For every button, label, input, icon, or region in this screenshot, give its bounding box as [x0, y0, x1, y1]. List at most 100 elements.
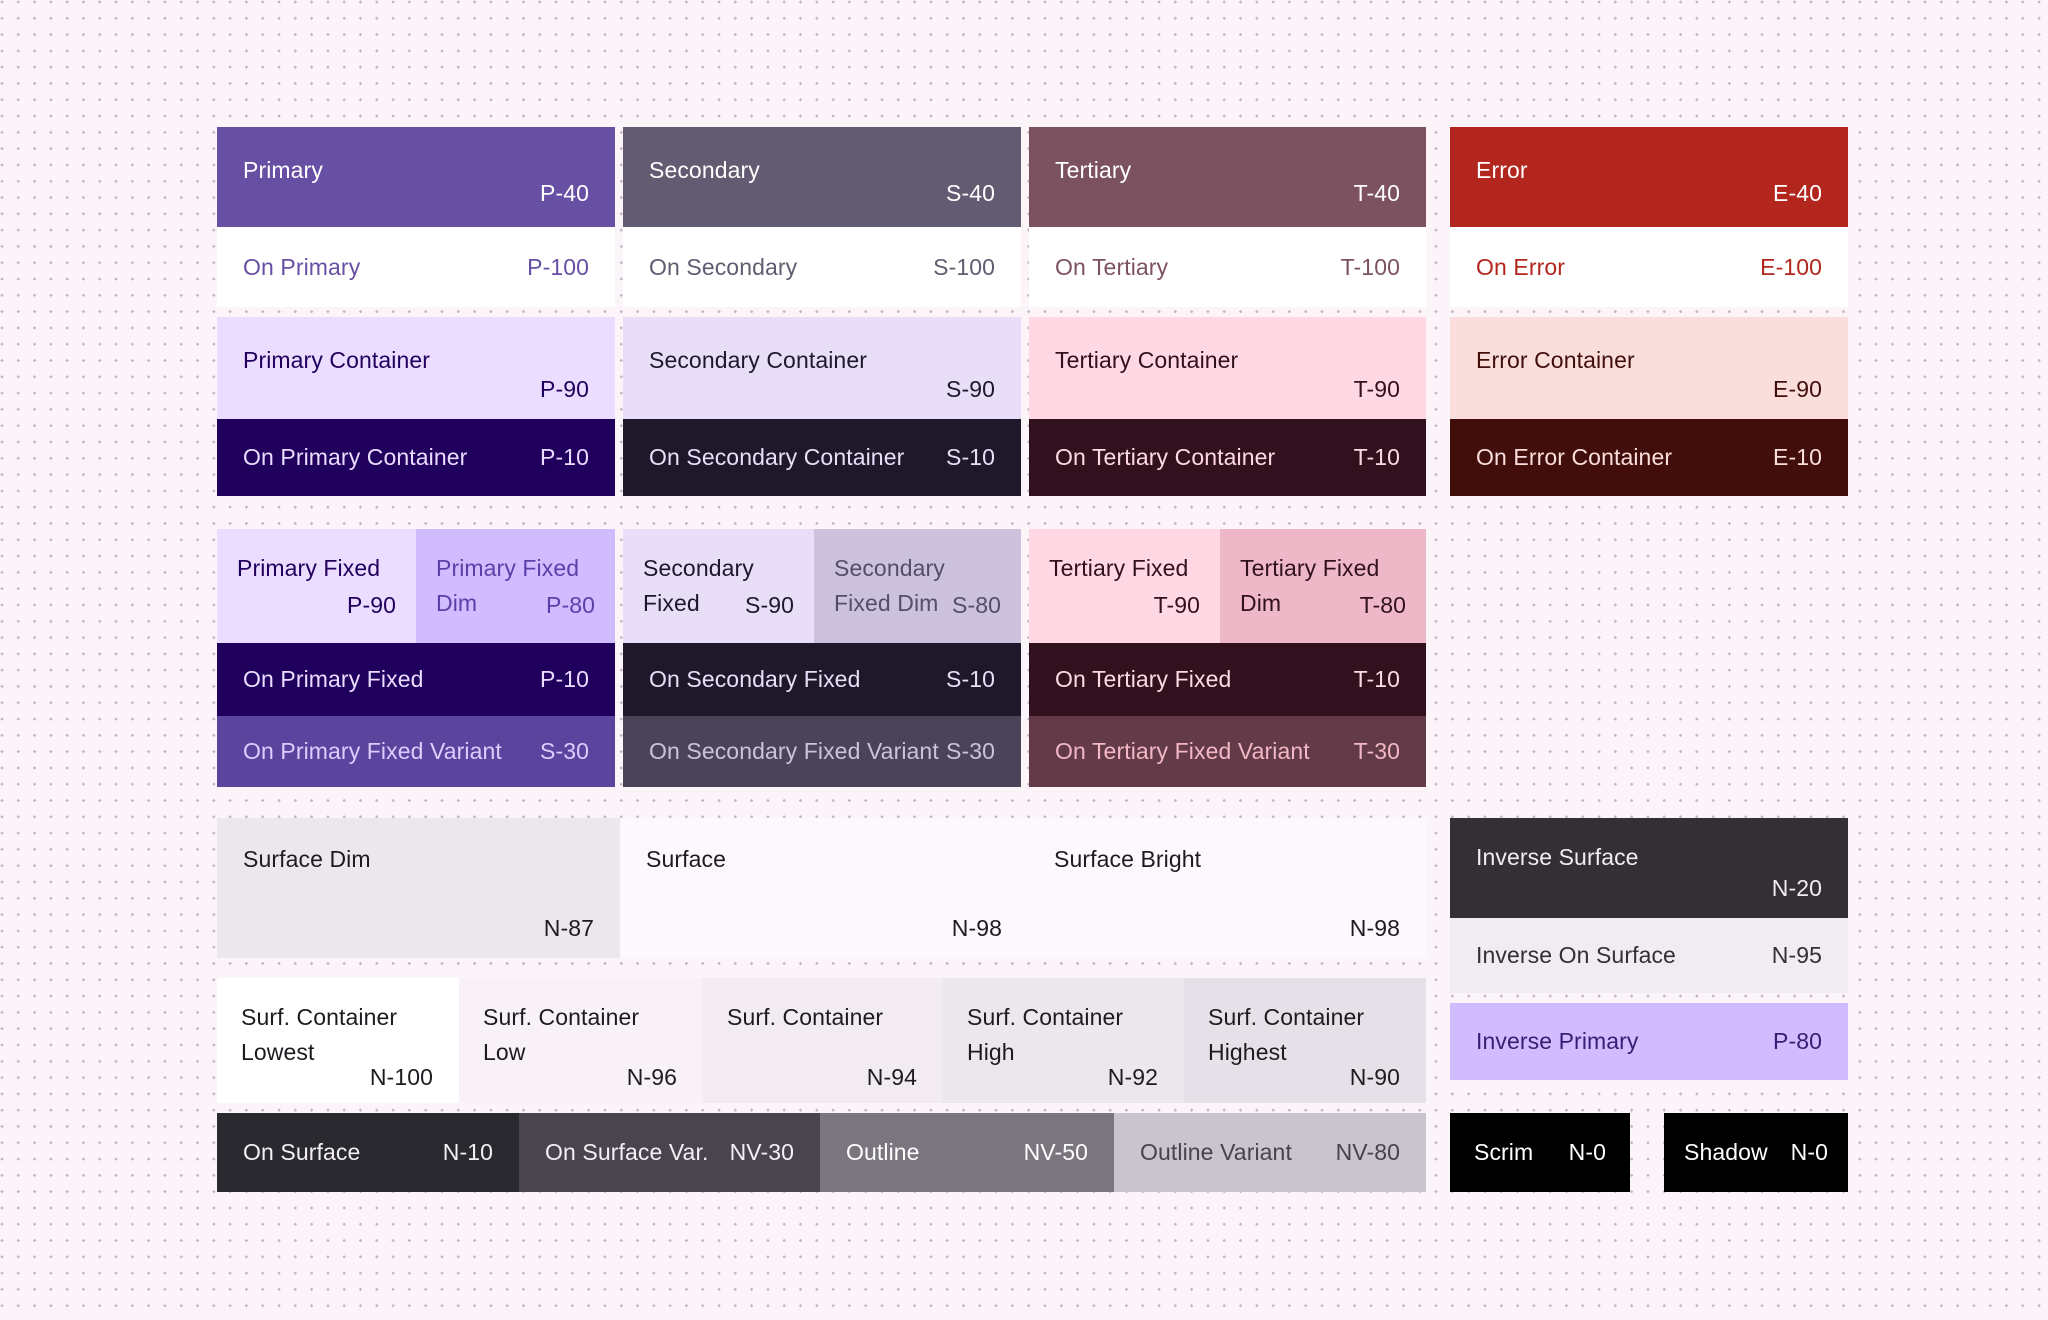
secondary-fixed-dim-swatch: Secondary Fixed Dim S-80	[814, 529, 1021, 643]
on-secondary-fixed-variant-swatch: On Secondary Fixed Variant S-30	[623, 716, 1021, 787]
tone-value: NV-30	[729, 1139, 794, 1165]
tone-value: S-90	[946, 376, 995, 402]
swatch-label: Surf. Container Highest	[1208, 1004, 1365, 1065]
tone-value: N-100	[369, 1064, 433, 1090]
swatch-label: Surf. Container High	[967, 1004, 1124, 1065]
tone-value: P-40	[540, 180, 589, 206]
swatch-label: Inverse Surface	[1476, 844, 1639, 870]
tone-value: T-30	[1353, 738, 1400, 764]
surface-container-highest-swatch: Surf. Container Highest N-90	[1184, 978, 1426, 1103]
swatch-label: On Secondary Fixed	[649, 666, 861, 692]
tone-value: N-20	[1771, 875, 1822, 901]
surface-swatch: Surface N-98	[620, 818, 1028, 958]
swatch-label: Tertiary Container	[1055, 347, 1239, 373]
swatch-label: Tertiary	[1055, 157, 1132, 183]
swatch-label: Error Container	[1476, 347, 1635, 373]
tone-value: S-100	[933, 253, 995, 280]
swatch-label: Outline Variant	[1140, 1139, 1292, 1165]
tone-value: N-0	[1568, 1139, 1606, 1165]
swatch-label: Surf. Container Lowest	[241, 1004, 398, 1065]
swatch-label: Secondary Fixed Dim	[834, 555, 945, 616]
swatch-label: Surf. Container Low	[483, 1004, 640, 1065]
swatch-label: Surf. Container	[727, 1004, 884, 1030]
swatch-label: Primary	[243, 157, 323, 183]
on-secondary-swatch: On Secondary S-100	[623, 227, 1021, 307]
error-swatch: Error E-40	[1450, 127, 1848, 227]
primary-container-swatch: Primary Container P-90	[217, 317, 615, 419]
swatch-label: Primary Fixed Dim	[436, 555, 580, 616]
swatch-label: On Tertiary Fixed Variant	[1055, 738, 1310, 764]
tone-value: P-80	[1773, 1028, 1822, 1054]
tone-value: S-10	[946, 666, 995, 692]
tone-value: E-40	[1773, 180, 1822, 206]
swatch-label: Surface Dim	[243, 846, 371, 872]
swatch-label: Secondary Fixed	[643, 555, 754, 616]
on-tertiary-fixed-swatch: On Tertiary Fixed T-10	[1029, 643, 1426, 716]
tertiary-swatch: Tertiary T-40	[1029, 127, 1426, 227]
surface-bright-swatch: Surface Bright N-98	[1028, 818, 1426, 958]
swatch-label: Scrim	[1474, 1139, 1534, 1165]
secondary-container-swatch: Secondary Container S-90	[623, 317, 1021, 419]
tertiary-fixed-swatch: Tertiary Fixed T-90	[1029, 529, 1220, 643]
tone-value: P-90	[540, 376, 589, 402]
tone-value: T-100	[1340, 253, 1400, 280]
swatch-label: Surface	[646, 846, 726, 872]
tone-value: P-10	[540, 444, 589, 470]
swatch-label: Inverse Primary	[1476, 1028, 1639, 1054]
swatch-label: Tertiary Fixed Dim	[1240, 555, 1380, 616]
on-tertiary-container-swatch: On Tertiary Container T-10	[1029, 419, 1426, 496]
tertiary-fixed-dim-swatch: Tertiary Fixed Dim T-80	[1220, 529, 1426, 643]
swatch-label: Secondary Container	[649, 347, 867, 373]
swatch-label: Tertiary Fixed	[1049, 555, 1189, 581]
surface-container-swatch: Surf. Container N-94	[703, 978, 943, 1103]
swatch-label: On Surface Var.	[545, 1139, 709, 1165]
tone-value: S-10	[946, 444, 995, 470]
on-tertiary-fixed-variant-swatch: On Tertiary Fixed Variant T-30	[1029, 716, 1426, 787]
surface-swatch-group: Surface N-98 Surface Bright N-98	[620, 818, 1426, 958]
tone-value: S-90	[745, 592, 794, 618]
on-secondary-fixed-swatch: On Secondary Fixed S-10	[623, 643, 1021, 716]
tone-value: E-90	[1773, 376, 1822, 402]
swatch-label: On Surface	[243, 1139, 361, 1165]
tone-value: N-90	[1349, 1064, 1400, 1090]
tone-value: P-90	[347, 592, 396, 618]
tone-value: N-98	[1349, 915, 1400, 941]
swatch-label: On Primary Container	[243, 444, 468, 470]
inverse-on-surface-swatch: Inverse On Surface N-95	[1450, 918, 1848, 993]
swatch-label: Outline	[846, 1139, 920, 1165]
on-primary-fixed-variant-swatch: On Primary Fixed Variant S-30	[217, 716, 615, 787]
on-error-container-swatch: On Error Container E-10	[1450, 419, 1848, 496]
swatch-label: On Primary Fixed Variant	[243, 738, 502, 764]
on-primary-container-swatch: On Primary Container P-10	[217, 419, 615, 496]
tone-value: S-30	[946, 738, 995, 764]
on-secondary-container-swatch: On Secondary Container S-10	[623, 419, 1021, 496]
on-surface-swatch: On Surface N-10	[217, 1113, 519, 1192]
tone-value: T-10	[1353, 666, 1400, 692]
surface-container-low-swatch: Surf. Container Low N-96	[459, 978, 703, 1103]
tone-value: P-100	[527, 253, 589, 280]
tone-value: NV-80	[1335, 1139, 1400, 1165]
on-primary-fixed-swatch: On Primary Fixed P-10	[217, 643, 615, 716]
tone-value: S-30	[540, 738, 589, 764]
swatch-label: On Tertiary	[1055, 253, 1169, 280]
on-surface-variant-swatch: On Surface Var. NV-30	[519, 1113, 820, 1192]
inverse-surface-swatch: Inverse Surface N-20	[1450, 818, 1848, 918]
tone-value: NV-50	[1023, 1139, 1088, 1165]
primary-fixed-dim-swatch: Primary Fixed Dim P-80	[416, 529, 615, 643]
secondary-fixed-swatch: Secondary Fixed S-90	[623, 529, 814, 643]
surface-dim-swatch: Surface Dim N-87	[217, 818, 620, 958]
tone-value: T-80	[1359, 592, 1406, 618]
outline-variant-swatch: Outline Variant NV-80	[1114, 1113, 1426, 1192]
shadow-swatch: Shadow N-0	[1664, 1113, 1848, 1192]
swatch-label: Primary Fixed	[237, 555, 381, 581]
outline-swatch: Outline NV-50	[820, 1113, 1114, 1192]
swatch-label: On Secondary Container	[649, 444, 905, 470]
tone-value: E-100	[1760, 253, 1822, 280]
tone-value: E-10	[1773, 444, 1822, 470]
tone-value: N-10	[442, 1139, 493, 1165]
swatch-label: Primary Container	[243, 347, 431, 373]
scrim-swatch: Scrim N-0	[1450, 1113, 1630, 1192]
tone-value: P-10	[540, 666, 589, 692]
tone-value: N-95	[1771, 942, 1822, 968]
tone-value: N-96	[626, 1064, 677, 1090]
